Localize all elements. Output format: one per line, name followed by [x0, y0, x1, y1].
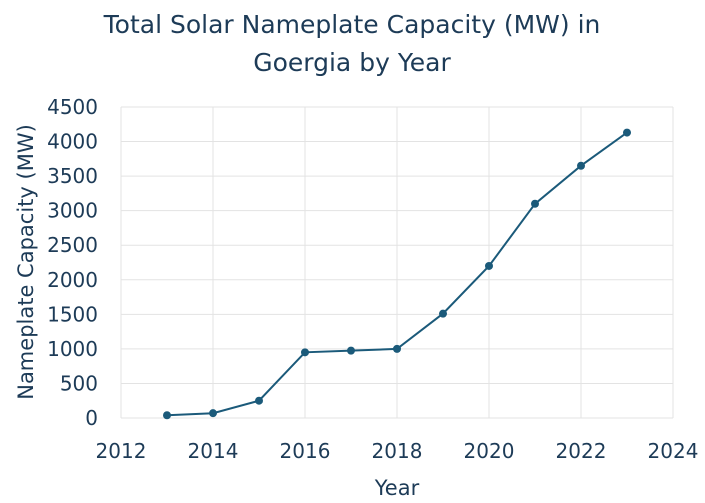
- y-axis-label: Nameplate Capacity (MW): [14, 124, 38, 400]
- data-point: [623, 128, 631, 137]
- x-tick-label: 2022: [556, 439, 607, 463]
- y-tick-label: 0: [85, 406, 98, 430]
- y-axis-ticks: 0 500 1000 1500 2000 2500 3000 3500 4000 4500: [47, 95, 98, 430]
- chart-title: Total Solar Nameplate Capacity (MW) in G…: [103, 10, 601, 77]
- y-tick-label: 500: [60, 371, 98, 395]
- y-tick-label: 2000: [47, 268, 98, 292]
- data-point: [485, 261, 493, 270]
- y-tick-label: 2500: [47, 233, 98, 257]
- data-point: [393, 344, 401, 353]
- y-tick-label: 3000: [47, 199, 98, 223]
- data-point: [577, 161, 585, 170]
- data-point: [301, 348, 309, 357]
- x-tick-label: 2018: [372, 439, 423, 463]
- data-point: [347, 346, 355, 355]
- x-tick-label: 2016: [280, 439, 331, 463]
- x-tick-label: 2014: [188, 439, 239, 463]
- grid: [120, 106, 674, 419]
- x-axis-label: Year: [374, 476, 420, 500]
- chart-title-line-2: Goergia by Year: [253, 48, 451, 77]
- data-point: [531, 199, 539, 208]
- x-tick-label: 2012: [96, 439, 147, 463]
- series: [163, 128, 631, 420]
- data-point: [163, 411, 171, 420]
- x-tick-label: 2020: [464, 439, 515, 463]
- y-tick-label: 1000: [47, 337, 98, 361]
- y-tick-label: 3500: [47, 164, 98, 188]
- x-axis-ticks: 2012 2014 2016 2018 2020 2022 2024: [96, 439, 699, 463]
- y-tick-label: 4000: [47, 130, 98, 154]
- data-point: [209, 409, 217, 418]
- data-point: [439, 309, 447, 318]
- data-point: [255, 396, 263, 405]
- chart-title-line-1: Total Solar Nameplate Capacity (MW) in: [103, 10, 601, 39]
- y-tick-label: 1500: [47, 302, 98, 326]
- y-tick-label: 4500: [47, 95, 98, 119]
- x-tick-label: 2024: [648, 439, 699, 463]
